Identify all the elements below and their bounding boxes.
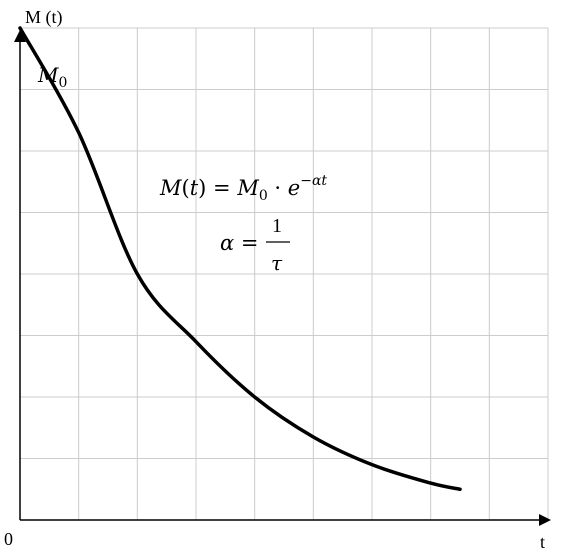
y-axis-arrow [14,30,26,42]
svg-text:M(t) = M0 · e−αt: M(t) = M0 · e−αt [159,173,327,204]
alpha-definition: α = 1 τ [220,215,290,275]
decay-curve [18,26,462,491]
svg-text:1: 1 [272,215,282,237]
origin-label: 0 [4,529,13,549]
x-axis-arrow [539,514,551,526]
formula: M(t) = M0 · e−αt [159,173,327,204]
y-axis-label: M (t) [25,7,63,28]
svg-text:τ: τ [271,251,283,275]
grid [20,27,549,520]
x-axis-label: t [540,532,545,550]
axes [14,30,551,526]
svg-text:α =: α = [220,231,258,255]
curve-start-label: M0 [37,63,67,91]
